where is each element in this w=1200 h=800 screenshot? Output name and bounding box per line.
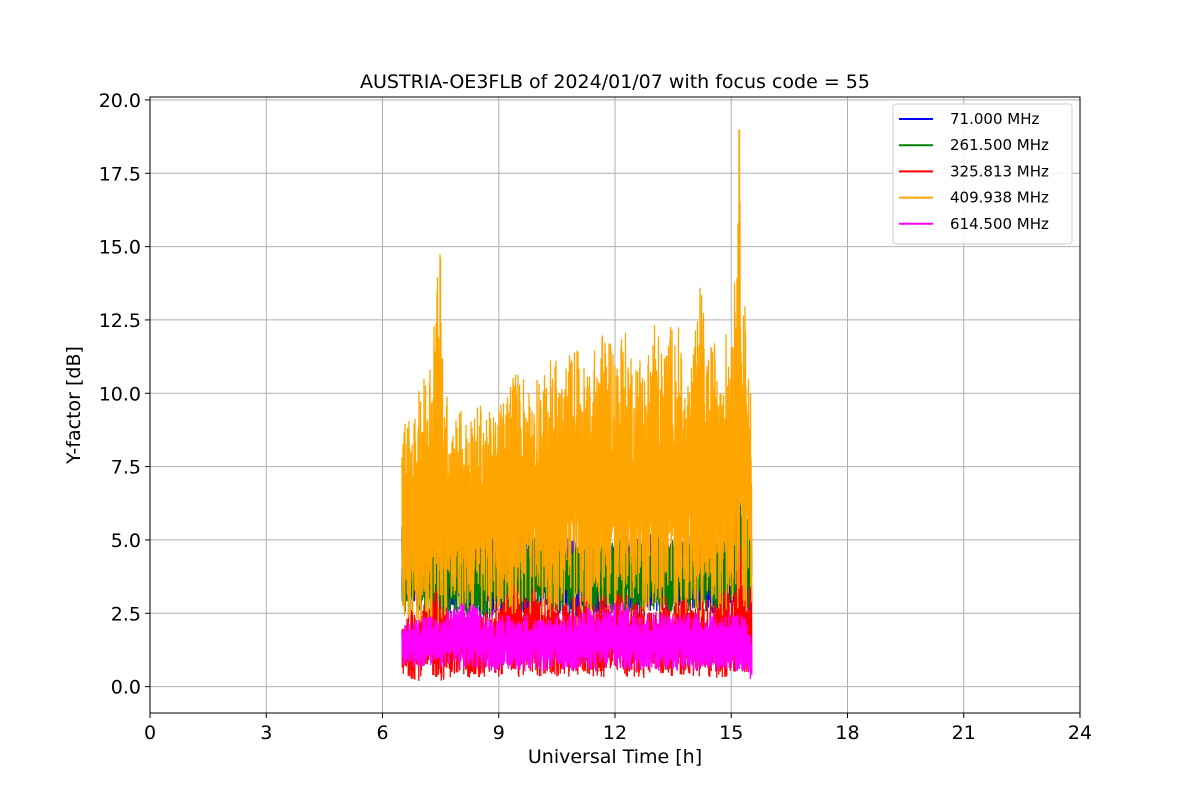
y-axis: 0.0 2.5 5.0 7.5 10.0 12.5 15.0 17.5 20.0 — [99, 90, 150, 699]
y-tick-label: 7.5 — [111, 457, 141, 479]
plot-area — [401, 129, 753, 682]
legend-box — [892, 103, 1073, 245]
x-tick-label: 9 — [493, 722, 505, 744]
x-tick-label: 12 — [603, 722, 627, 744]
y-tick-label: 10.0 — [99, 383, 141, 405]
y-tick-label: 20.0 — [99, 90, 141, 112]
legend-label: 325.813 MHz — [950, 162, 1049, 180]
x-tick-label: 0 — [144, 722, 156, 744]
legend: 71.000 MHz 261.500 MHz 325.813 MHz 409.938 … — [892, 103, 1073, 245]
x-tick-label: 18 — [835, 722, 859, 744]
x-tick-label: 15 — [719, 722, 743, 744]
legend-label: 409.938 MHz — [950, 189, 1049, 207]
x-tick-label: 21 — [952, 722, 976, 744]
series-line-3 — [401, 129, 753, 629]
legend-label: 71.000 MHz — [950, 110, 1039, 128]
x-tick-label: 6 — [376, 722, 388, 744]
y-tick-label: 17.5 — [99, 163, 141, 185]
y-tick-label: 12.5 — [99, 310, 141, 332]
y-tick-label: 5.0 — [111, 530, 141, 552]
y-tick-label: 0.0 — [111, 677, 141, 699]
x-axis-label: Universal Time [h] — [528, 746, 702, 768]
y-tick-label: 2.5 — [111, 603, 141, 625]
legend-label: 261.500 MHz — [950, 136, 1049, 154]
x-tick-label: 3 — [260, 722, 272, 744]
y-tick-label: 15.0 — [99, 237, 141, 259]
x-tick-label: 24 — [1068, 722, 1092, 744]
series-line-4 — [401, 602, 753, 680]
y-axis-label: Y-factor [dB] — [63, 346, 85, 465]
legend-label: 614.500 MHz — [950, 215, 1049, 233]
chart-title: AUSTRIA-OE3FLB of 2024/01/07 with focus … — [360, 71, 870, 93]
x-axis: 0 3 6 9 12 15 18 21 24 — [144, 713, 1092, 744]
